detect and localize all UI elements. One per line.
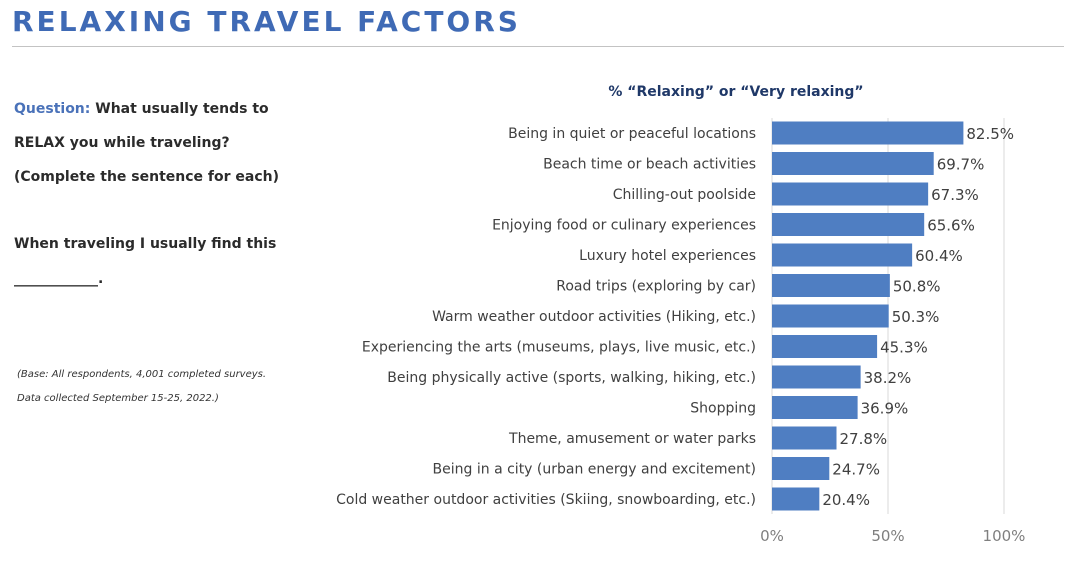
bar xyxy=(772,365,861,389)
chart-bars xyxy=(772,121,964,511)
category-label: Being physically active (sports, walking… xyxy=(387,370,756,386)
title-divider xyxy=(12,46,1064,47)
category-label: Warm weather outdoor activities (Hiking,… xyxy=(432,309,756,325)
base-note-line-2: Data collected September 15-25, 2022.) xyxy=(17,393,219,404)
value-label: 24.7% xyxy=(832,461,880,479)
category-label: Being in a city (urban energy and excite… xyxy=(433,462,756,478)
chart-title: % “Relaxing” or “Very relaxing” xyxy=(608,84,863,100)
value-label: 82.5% xyxy=(966,125,1014,143)
sentence-prompt: When traveling I usually find this xyxy=(14,236,277,252)
category-label: Chilling-out poolside xyxy=(613,187,756,203)
question-text-1: What usually tends to xyxy=(95,101,269,117)
bar xyxy=(772,152,934,175)
category-label: Being in quiet or peaceful locations xyxy=(508,126,756,142)
category-label: Enjoying food or culinary experiences xyxy=(492,218,756,234)
value-label: 65.6% xyxy=(927,217,975,235)
base-note-line-1: (Base: All respondents, 4,001 completed … xyxy=(17,369,267,380)
x-tick-label: 0% xyxy=(760,527,784,545)
bar xyxy=(772,182,929,206)
category-label: Road trips (exploring by car) xyxy=(556,279,756,295)
value-label: 20.4% xyxy=(822,491,870,509)
bar xyxy=(772,457,830,480)
page-title: RELAXING TRAVEL FACTORS xyxy=(12,5,521,38)
bar xyxy=(772,304,889,328)
category-label: Theme, amusement or water parks xyxy=(508,431,756,447)
question-line-2: RELAX you while traveling? xyxy=(14,135,230,151)
value-label: 69.7% xyxy=(937,156,985,174)
category-label: Beach time or beach activities xyxy=(543,157,756,173)
question-line-3: (Complete the sentence for each) xyxy=(14,169,279,185)
bar xyxy=(772,487,820,511)
bar xyxy=(772,274,890,297)
x-tick-label: 100% xyxy=(983,527,1026,545)
x-tick-label: 50% xyxy=(871,527,904,545)
bar xyxy=(772,396,858,419)
bar xyxy=(772,121,964,145)
category-label: Experiencing the arts (museums, plays, l… xyxy=(362,340,756,356)
value-label: 60.4% xyxy=(915,247,963,265)
value-label: 38.2% xyxy=(864,369,912,387)
chart-value-labels: 82.5% 69.7% 67.3% 65.6% 60.4% 50.8% 50.3% 45.3%… xyxy=(822,125,1014,509)
value-label: 36.9% xyxy=(861,400,909,418)
bar xyxy=(772,335,878,358)
chart-category-labels: Being in quiet or peaceful locations Beac… xyxy=(336,126,756,508)
question-line-1: Question: What usually tends to xyxy=(14,101,269,117)
category-label: Shopping xyxy=(690,401,756,417)
category-label: Cold weather outdoor activities (Skiing,… xyxy=(336,492,756,508)
bar xyxy=(772,213,925,236)
chart-x-axis: 0% 50% 100% xyxy=(760,527,1025,545)
question-label: Question: xyxy=(14,101,91,117)
value-label: 27.8% xyxy=(839,430,887,448)
bar xyxy=(772,243,913,267)
bar xyxy=(772,426,837,450)
sentence-blank: ____________. xyxy=(14,271,104,287)
category-label: Luxury hotel experiences xyxy=(579,248,756,264)
value-label: 50.3% xyxy=(892,308,940,326)
value-label: 67.3% xyxy=(931,186,979,204)
value-label: 50.8% xyxy=(893,278,941,296)
value-label: 45.3% xyxy=(880,339,928,357)
